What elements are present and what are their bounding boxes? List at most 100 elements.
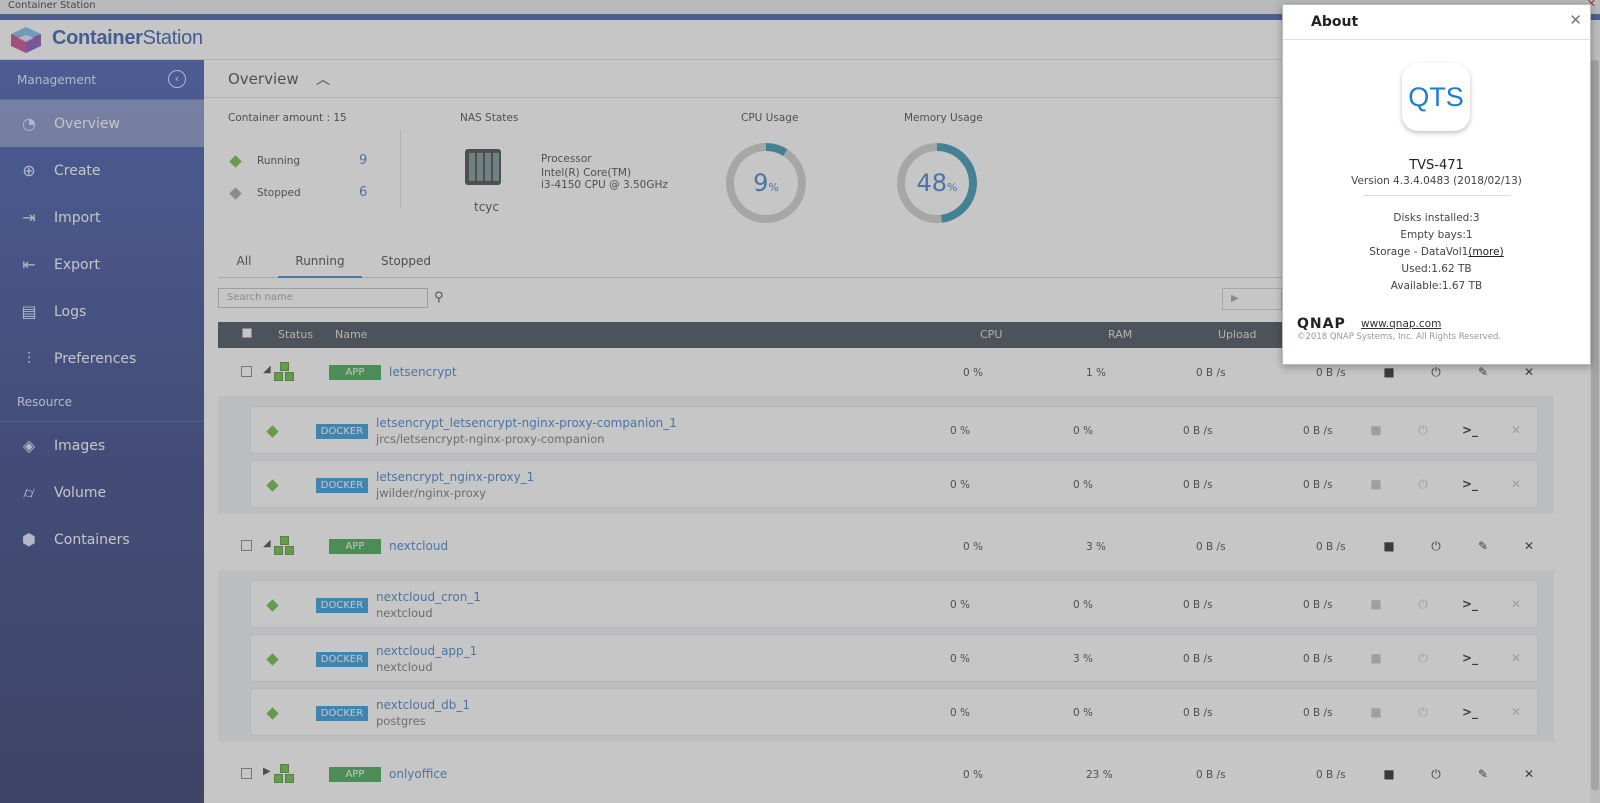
window-title: Container Station xyxy=(8,0,96,11)
restart-icon[interactable]: ⏻ xyxy=(1418,423,1428,437)
stop-icon[interactable]: ■ xyxy=(1370,651,1382,665)
container-name-link[interactable]: nextcloud_db_1 xyxy=(376,698,470,712)
chevron-up-icon[interactable]: ︿ xyxy=(316,72,330,88)
app-name-link[interactable]: letsencrypt xyxy=(389,365,457,379)
stopped-count[interactable]: 6 xyxy=(359,185,368,200)
terminal-icon[interactable]: >_ xyxy=(1462,477,1479,491)
tab-all[interactable]: All xyxy=(236,254,252,268)
remove-icon[interactable]: ✕ xyxy=(1510,423,1522,437)
stop-icon[interactable]: ■ xyxy=(1370,423,1382,437)
row-checkbox[interactable] xyxy=(241,540,252,551)
collapse-sidebar-icon[interactable]: ‹ xyxy=(168,70,186,88)
upload-value: 0 B /s xyxy=(1183,479,1213,491)
sidebar-section-management: Management ‹ xyxy=(0,60,204,100)
app-name-link[interactable]: onlyoffice xyxy=(389,767,448,781)
app-cubes-icon xyxy=(274,362,296,382)
remove-icon[interactable]: ✕ xyxy=(1523,365,1535,379)
select-all-checkbox[interactable] xyxy=(242,328,252,338)
terminal-icon[interactable]: >_ xyxy=(1462,705,1479,719)
nas-states-label: NAS States xyxy=(460,112,519,124)
cpu-value: 0 % xyxy=(950,653,970,665)
download-value: 0 B /s xyxy=(1303,479,1333,491)
row-checkbox[interactable] xyxy=(241,366,252,377)
remove-icon[interactable]: ✕ xyxy=(1523,767,1535,781)
app-badge: APP xyxy=(329,767,381,782)
sidebar-item-export[interactable]: ⇤ Export xyxy=(0,241,204,288)
container-name-link[interactable]: nextcloud_app_1 xyxy=(376,644,478,658)
expand-triangle-icon[interactable]: ▶ xyxy=(263,766,271,777)
search-icon[interactable]: ⚲ xyxy=(434,290,444,305)
container-name-link[interactable]: nextcloud_cron_1 xyxy=(376,590,481,604)
start-button[interactable]: ▶ xyxy=(1222,288,1282,310)
restart-icon[interactable]: ⏻ xyxy=(1431,767,1441,781)
sidebar-item-volume[interactable]: ⌭ Volume xyxy=(0,469,204,516)
export-icon: ⇤ xyxy=(22,255,36,274)
container-name-link[interactable]: letsencrypt_nginx-proxy_1 xyxy=(376,470,535,484)
more-link[interactable]: (more) xyxy=(1468,246,1504,258)
list-item[interactable]: DOCKER letsencrypt_letsencrypt-nginx-prox… xyxy=(250,406,1538,454)
terminal-icon[interactable]: >_ xyxy=(1462,597,1479,611)
remove-icon[interactable]: ✕ xyxy=(1510,705,1522,719)
empty-bays: Empty bays:1 xyxy=(1400,229,1473,241)
edit-icon[interactable]: ✎ xyxy=(1477,539,1489,553)
sidebar-item-create[interactable]: ⊕ Create xyxy=(0,147,204,194)
image-name: postgres xyxy=(376,714,426,728)
stop-icon[interactable]: ■ xyxy=(1370,597,1382,611)
table-row[interactable]: ◢ APP nextcloud 0 % 3 % 0 B /s 0 B /s ■ ⏻ ✎ ✕ xyxy=(218,524,1554,570)
tab-running[interactable]: Running xyxy=(278,254,362,278)
stop-icon[interactable]: ■ xyxy=(1383,767,1395,781)
edit-icon[interactable]: ✎ xyxy=(1477,365,1489,379)
stop-icon[interactable]: ■ xyxy=(1370,705,1382,719)
restart-icon[interactable]: ⏻ xyxy=(1418,705,1428,719)
restart-icon[interactable]: ⏻ xyxy=(1418,651,1428,665)
stop-icon[interactable]: ■ xyxy=(1383,539,1395,553)
restart-icon[interactable]: ⏻ xyxy=(1431,539,1441,553)
cylinder-icon: ⌭ xyxy=(23,482,35,502)
upload-value: 0 B /s xyxy=(1183,707,1213,719)
remove-icon[interactable]: ✕ xyxy=(1510,651,1522,665)
close-icon[interactable]: ✕ xyxy=(1569,11,1582,29)
sidebar-item-overview[interactable]: ◔ Overview xyxy=(0,100,204,147)
stopped-label: Stopped xyxy=(257,187,301,199)
sidebar-item-logs[interactable]: ▤ Logs xyxy=(0,288,204,335)
table-row[interactable]: ▶ APP onlyoffice 0 % 23 % 0 B /s 0 B /s ■ ⏻ ✎ ✕ xyxy=(218,752,1554,798)
edit-icon[interactable]: ✎ xyxy=(1477,767,1489,781)
restart-icon[interactable]: ⏻ xyxy=(1431,365,1441,379)
collapse-triangle-icon[interactable]: ◢ xyxy=(263,364,271,375)
terminal-icon[interactable]: >_ xyxy=(1462,423,1479,437)
window-close-icon[interactable]: ✕ xyxy=(1586,0,1596,10)
running-count[interactable]: 9 xyxy=(359,153,368,168)
stop-icon[interactable]: ■ xyxy=(1370,477,1382,491)
about-dialog: About ✕ QTS TVS-471 Version 4.3.4.0483 (… xyxy=(1282,4,1591,365)
sidebar-item-images[interactable]: ◈ Images xyxy=(0,422,204,469)
container-name-link[interactable]: letsencrypt_letsencrypt-nginx-proxy-comp… xyxy=(376,416,677,430)
sidebar-item-containers[interactable]: ⬢ Containers xyxy=(0,516,204,563)
collapse-triangle-icon[interactable]: ◢ xyxy=(263,538,271,549)
sidebar-item-preferences[interactable]: ⫶ Preferences xyxy=(0,335,204,382)
processor-line1: Intel(R) Core(TM) xyxy=(541,167,632,179)
row-checkbox[interactable] xyxy=(241,768,252,779)
cpu-value: 0 % xyxy=(950,599,970,611)
list-item[interactable]: DOCKER nextcloud_app_1 nextcloud 0 % 3 % 0 B … xyxy=(250,634,1538,682)
available-space: Available:1.67 TB xyxy=(1390,280,1483,292)
qnap-url-link[interactable]: www.qnap.com xyxy=(1361,318,1442,330)
app-name-link[interactable]: nextcloud xyxy=(389,539,449,553)
tab-stopped[interactable]: Stopped xyxy=(381,254,431,268)
scrollbar-thumb[interactable] xyxy=(1591,60,1599,790)
running-cube-icon xyxy=(229,155,242,168)
search-input[interactable]: Search name xyxy=(218,288,428,308)
list-item[interactable]: DOCKER letsencrypt_nginx-proxy_1 jwilder/n… xyxy=(250,460,1538,508)
terminal-icon[interactable]: >_ xyxy=(1462,651,1479,665)
remove-icon[interactable]: ✕ xyxy=(1523,539,1535,553)
sidebar: Management ‹ ◔ Overview ⊕ Create ⇥ Impor… xyxy=(0,60,204,803)
list-item[interactable]: DOCKER nextcloud_db_1 postgres 0 % 0 % 0 B /s… xyxy=(250,688,1538,736)
sidebar-item-import[interactable]: ⇥ Import xyxy=(0,194,204,241)
docker-cube-icon xyxy=(266,707,279,720)
remove-icon[interactable]: ✕ xyxy=(1510,477,1522,491)
stop-icon[interactable]: ■ xyxy=(1383,365,1395,379)
restart-icon[interactable]: ⏻ xyxy=(1418,597,1428,611)
list-item[interactable]: DOCKER nextcloud_cron_1 nextcloud 0 % 0 % 0 B… xyxy=(250,580,1538,628)
restart-icon[interactable]: ⏻ xyxy=(1418,477,1428,491)
remove-icon[interactable]: ✕ xyxy=(1510,597,1522,611)
scrollbar[interactable] xyxy=(1590,20,1600,803)
